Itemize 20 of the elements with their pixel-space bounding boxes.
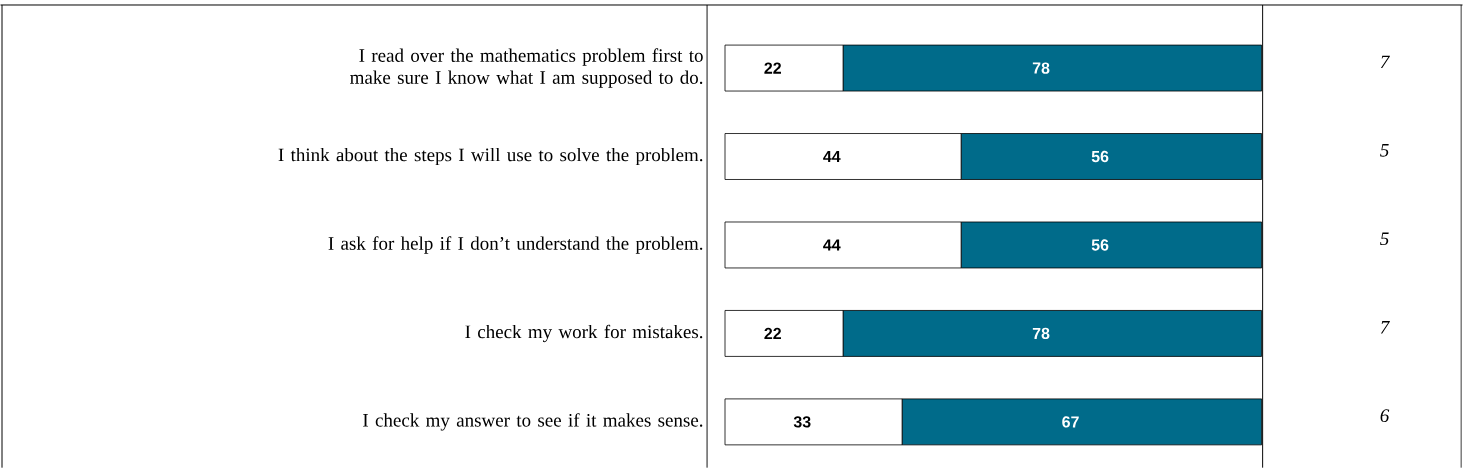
data-label: 78 <box>1032 62 1050 74</box>
data-label: 78 <box>1032 327 1050 340</box>
text: 7 <box>1380 55 1390 69</box>
data-label: 44 <box>823 150 841 162</box>
data-label: 22 <box>764 327 781 339</box>
data-label: 56 <box>1091 150 1109 163</box>
text: 5 <box>1380 232 1389 246</box>
text: 5 <box>1380 143 1389 157</box>
text: 7 <box>1380 320 1390 334</box>
text: 6 <box>1380 409 1390 422</box>
y-tick-label: I check my work for mistakes. <box>465 324 703 343</box>
data-label: 67 <box>1062 416 1079 428</box>
y-tick-label: I ask for help if I don’t understand the problem. <box>328 236 703 254</box>
y-tick-label: I check my answer to see if it makes sense. <box>363 413 703 431</box>
y-tick-label: I think about the steps I will use to solve the problem. <box>278 147 703 166</box>
y-tick-label: I read over the mathematics problem first to make sure I know what I am supposed to do. <box>350 48 703 88</box>
data-label: 44 <box>823 239 841 251</box>
data-label: 33 <box>793 416 811 428</box>
data-label: 56 <box>1091 239 1109 251</box>
data-label: 22 <box>764 62 781 74</box>
